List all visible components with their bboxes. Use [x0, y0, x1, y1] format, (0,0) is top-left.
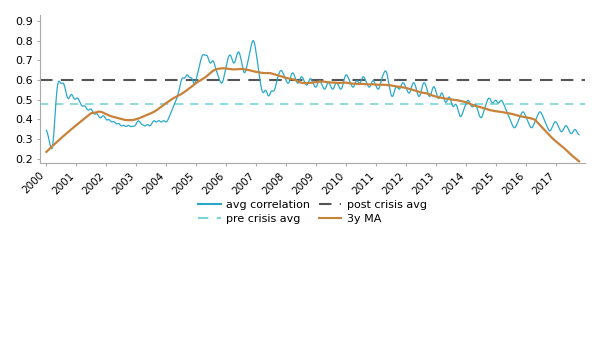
Line: avg correlation: avg correlation — [46, 41, 579, 149]
avg correlation — [250, 39, 257, 43]
avg correlation — [539, 115, 547, 119]
avg correlation — [575, 132, 583, 137]
avg correlation — [256, 72, 263, 76]
3y MA — [307, 81, 314, 85]
avg correlation — [254, 66, 262, 70]
avg correlation — [575, 132, 582, 136]
avg correlation — [307, 77, 314, 81]
Line: 3y MA: 3y MA — [46, 68, 579, 161]
avg correlation — [43, 128, 50, 132]
3y MA — [539, 126, 546, 130]
3y MA — [43, 150, 50, 154]
avg correlation — [281, 74, 288, 78]
3y MA — [574, 158, 581, 162]
3y MA — [220, 66, 227, 71]
3y MA — [254, 70, 262, 74]
3y MA — [575, 159, 583, 163]
avg correlation — [47, 147, 55, 151]
3y MA — [254, 70, 261, 74]
3y MA — [280, 75, 287, 79]
Legend: avg correlation, pre crisis avg, post crisis avg, 3y MA: avg correlation, pre crisis avg, post cr… — [194, 196, 431, 228]
